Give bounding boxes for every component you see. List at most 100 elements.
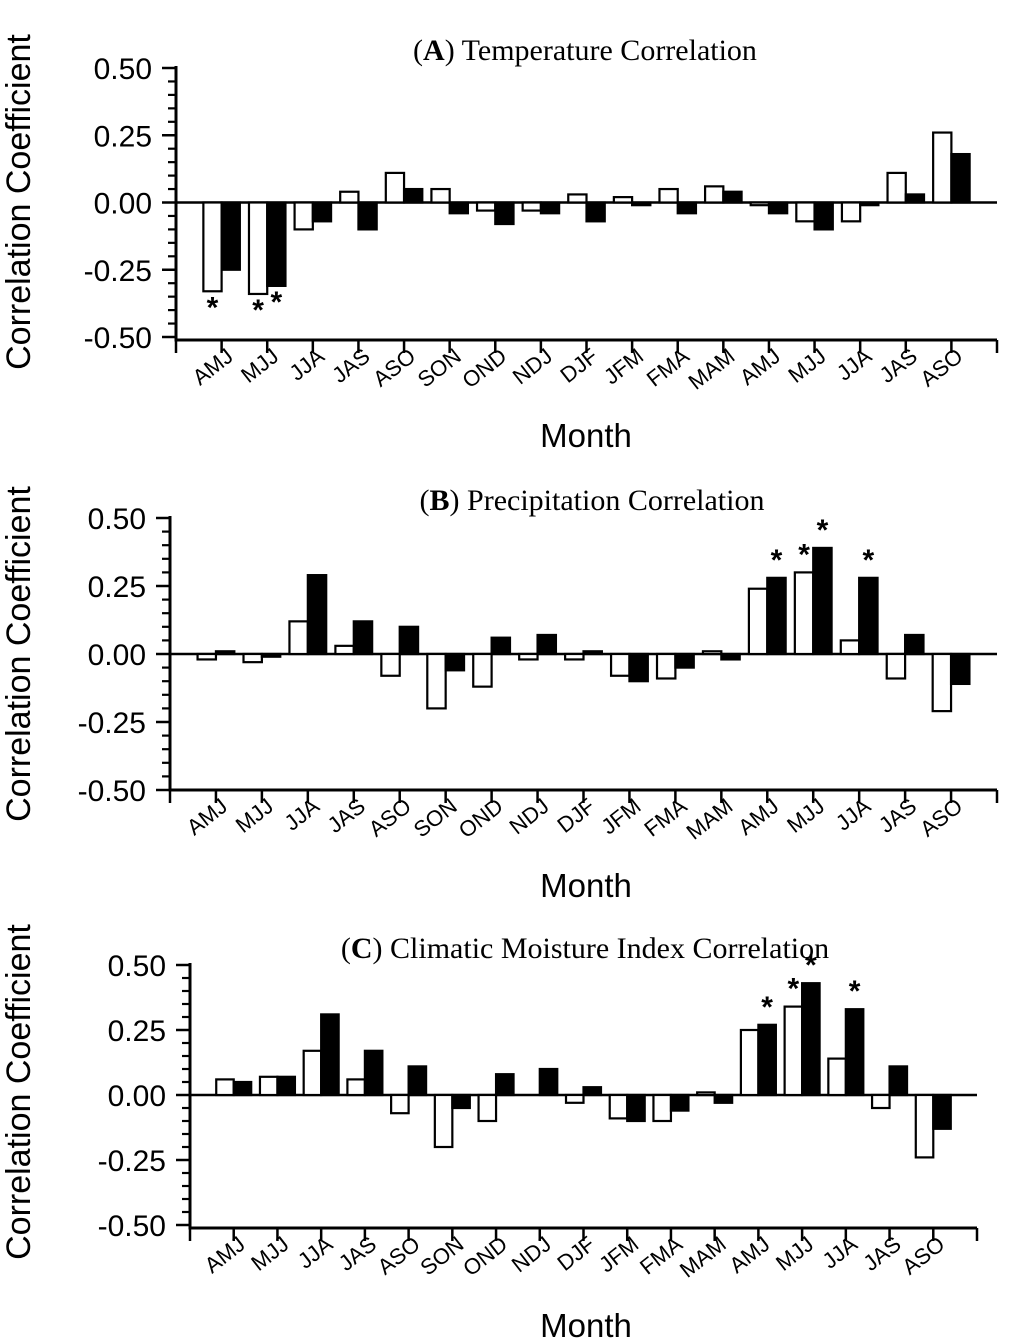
y-tick-label: -0.25 <box>98 1145 166 1178</box>
y-tick-label: 0.00 <box>108 1080 166 1113</box>
bar-white <box>426 652 447 710</box>
significance-asterisk: * <box>207 291 219 324</box>
x-axis-title: Month <box>540 867 632 904</box>
bar-white <box>564 652 585 661</box>
bar-black <box>812 546 833 656</box>
bar-white <box>652 1093 673 1123</box>
x-tick-label: SON <box>409 793 462 842</box>
x-tick-label: JFM <box>599 343 648 389</box>
bar-white <box>521 201 542 212</box>
x-tick-label: AMJ <box>188 343 238 390</box>
y-tick-label: -0.50 <box>98 1210 166 1243</box>
bar-black <box>444 652 466 672</box>
bar-black <box>904 633 925 656</box>
bar-black <box>232 1080 253 1097</box>
bar-white <box>390 1093 410 1115</box>
x-axis-title: Month <box>540 417 632 454</box>
bar-white <box>475 201 497 212</box>
bar-black <box>582 650 603 656</box>
bar-white <box>793 571 815 656</box>
bar-black <box>628 652 649 683</box>
bar-black <box>904 193 926 204</box>
x-tick-label: MAM <box>675 1231 731 1282</box>
significance-asterisk: * <box>788 973 800 1006</box>
bar-white <box>215 1078 235 1097</box>
x-tick-label: JJA <box>285 343 330 385</box>
x-tick-label: JAS <box>858 1231 905 1276</box>
x-tick-label: OND <box>458 1231 512 1281</box>
x-tick-label: NDJ <box>507 1231 556 1277</box>
x-tick-label: FMA <box>639 793 691 841</box>
bar-white <box>247 201 269 296</box>
bar-black <box>888 1065 909 1097</box>
bar-black <box>767 201 789 215</box>
bar-black <box>626 1093 646 1123</box>
bar-white <box>380 652 401 677</box>
x-tick-label: ASO <box>364 793 416 841</box>
bar-black <box>722 190 743 204</box>
bar-white <box>258 1075 279 1097</box>
panel-title: (C) Climatic Moisture Index Correlation <box>341 932 829 965</box>
bar-black <box>674 652 695 669</box>
x-tick-label: JFM <box>594 1231 643 1277</box>
bar-white <box>339 190 360 204</box>
bar-black <box>220 201 241 271</box>
bar-white <box>870 1093 891 1110</box>
bar-white <box>346 1078 366 1097</box>
x-tick-label: DJF <box>555 343 602 388</box>
x-tick-label: AMJ <box>733 793 783 840</box>
bar-black <box>585 201 606 223</box>
bar-white <box>477 1093 498 1123</box>
bar-white <box>433 1093 454 1149</box>
panel-title: (B) Precipitation Correlation <box>420 484 765 517</box>
x-tick-label: JJA <box>818 1231 863 1273</box>
significance-asterisk: * <box>817 514 829 547</box>
bar-black <box>266 201 287 287</box>
bar-white <box>518 652 539 661</box>
bar-white <box>609 652 631 677</box>
bar-black <box>398 625 420 656</box>
bar-white <box>430 187 451 204</box>
x-tick-label: JJA <box>831 793 876 835</box>
x-tick-label: JFM <box>596 793 645 839</box>
bar-black <box>766 576 787 656</box>
significance-asterisk: * <box>798 538 810 571</box>
bar-black <box>932 1093 952 1130</box>
y-tick-label: 0.50 <box>88 503 146 536</box>
x-tick-label: JAS <box>334 1231 381 1276</box>
x-axis-title: Month <box>540 1307 632 1344</box>
bar-black <box>538 1067 559 1097</box>
x-tick-label: MJJ <box>246 1231 293 1276</box>
x-tick-label: JAS <box>874 793 921 838</box>
bar-black <box>676 201 698 215</box>
y-axis-title: Correlation Coefficient <box>0 34 38 370</box>
y-tick-label: -0.50 <box>78 775 146 808</box>
bar-white <box>564 1093 585 1104</box>
bar-white <box>612 196 634 204</box>
bar-black <box>631 201 652 207</box>
x-tick-label: MJJ <box>236 343 283 388</box>
y-tick-label: 0.00 <box>94 188 152 221</box>
x-tick-label: ASO <box>368 343 420 391</box>
y-tick-label: 0.50 <box>108 950 166 983</box>
x-tick-label: FMA <box>642 343 694 391</box>
x-tick-label: NDJ <box>505 793 554 839</box>
bar-white <box>747 587 769 656</box>
bar-white <box>655 652 677 680</box>
y-tick-label: 0.25 <box>94 120 152 153</box>
bar-black <box>494 201 515 226</box>
x-tick-label: MJJ <box>782 793 829 838</box>
y-tick-label: 0.00 <box>88 639 146 672</box>
significance-asterisk: * <box>761 991 773 1024</box>
y-tick-label: -0.25 <box>84 255 152 288</box>
bar-white <box>739 1028 760 1097</box>
bar-white <box>242 652 263 664</box>
bar-black <box>260 652 282 658</box>
x-tick-label: AMJ <box>182 793 232 840</box>
y-tick-label: 0.25 <box>88 571 146 604</box>
x-tick-label: JJA <box>293 1231 338 1273</box>
y-tick-label: 0.50 <box>94 53 152 86</box>
bar-white <box>749 201 771 207</box>
x-tick-label: DJF <box>552 793 599 838</box>
